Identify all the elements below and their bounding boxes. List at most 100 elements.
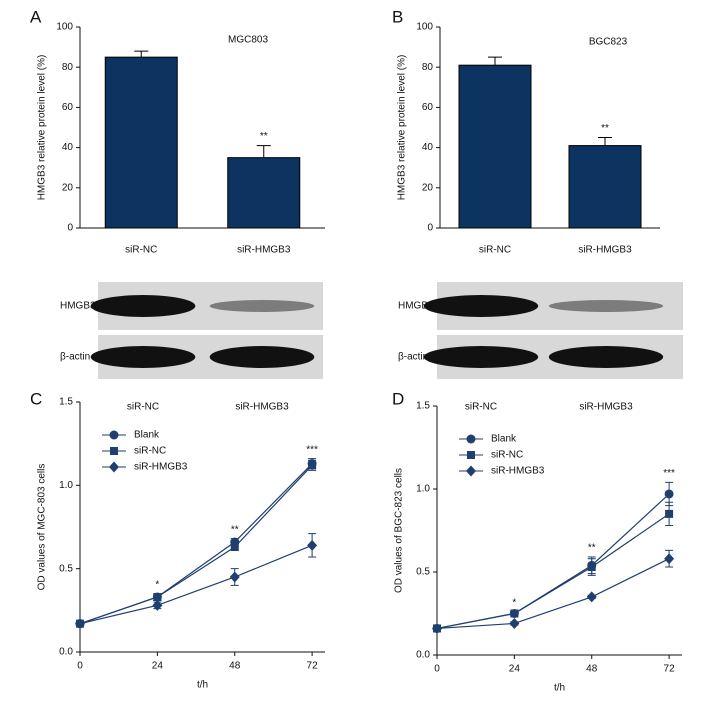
blot-lane-label: siR-NC xyxy=(465,402,497,413)
y-tick-label: 40 xyxy=(62,142,74,153)
y-tick-label: 60 xyxy=(62,102,74,113)
panel-label: C xyxy=(30,389,42,408)
y-tick-label: 100 xyxy=(416,22,433,33)
blot-band xyxy=(209,300,315,312)
data-point xyxy=(229,571,240,583)
error-bar xyxy=(488,56,502,66)
y-axis-label: OD values of BGC-823 cells xyxy=(394,468,405,593)
data-point xyxy=(153,593,162,601)
blot-row-label: HMGB3 xyxy=(60,301,96,312)
y-axis-label: HMGB3 relative protein level (%) xyxy=(397,55,408,201)
y-tick-label: 1.0 xyxy=(59,480,73,491)
y-tick-label: 1.0 xyxy=(416,484,430,495)
series-line xyxy=(79,464,313,625)
y-tick-label: 0.5 xyxy=(416,567,430,578)
x-tick-label: siR-HMGB3 xyxy=(237,245,291,256)
x-axis-label: t/h xyxy=(554,683,565,694)
bar xyxy=(227,157,301,229)
significance: * xyxy=(512,597,516,608)
bar xyxy=(458,64,532,229)
legend-label: siR-HMGB3 xyxy=(134,462,188,473)
y-tick-label: 80 xyxy=(62,62,74,73)
legend-label: siR-NC xyxy=(134,446,166,457)
significance: *** xyxy=(306,444,318,455)
x-tick-label: 48 xyxy=(586,664,598,675)
legend-marker xyxy=(467,451,475,459)
x-tick-label: 48 xyxy=(229,661,241,672)
y-tick-label: 80 xyxy=(422,62,434,73)
x-tick-label: 24 xyxy=(152,661,164,672)
y-tick-label: 20 xyxy=(62,182,74,193)
x-axis-label: t/h xyxy=(197,680,208,691)
y-tick-label: 1.5 xyxy=(59,397,73,408)
blot-lane-label: siR-HMGB3 xyxy=(235,402,289,413)
data-point xyxy=(308,461,317,470)
blot-row-label: HMGB3 xyxy=(398,301,434,312)
x-tick-label: 72 xyxy=(664,664,676,675)
blot-band xyxy=(209,346,315,368)
data-point xyxy=(510,609,519,618)
data-point xyxy=(230,543,239,551)
data-point xyxy=(587,563,596,572)
panel-label: B xyxy=(392,7,403,26)
blot-band xyxy=(423,295,539,317)
legend-label: Blank xyxy=(491,434,517,445)
x-tick-label: 72 xyxy=(307,661,319,672)
chart-title: MGC803 xyxy=(228,35,268,46)
significance: ** xyxy=(260,131,268,142)
y-tick-label: 40 xyxy=(422,142,434,153)
series-line xyxy=(79,463,313,625)
y-tick-label: 0.0 xyxy=(416,650,430,661)
data-point xyxy=(664,553,675,565)
blot-lane-label: siR-HMGB3 xyxy=(579,402,633,413)
data-point xyxy=(307,539,318,551)
x-tick-label: 0 xyxy=(77,661,83,672)
error-bar xyxy=(256,145,271,158)
data-point xyxy=(664,489,674,499)
legend-label: siR-NC xyxy=(491,450,523,461)
legend-marker xyxy=(109,461,119,473)
data-point xyxy=(432,622,442,634)
blot-lane-label: siR-NC xyxy=(127,402,159,413)
significance: *** xyxy=(663,468,675,479)
legend-label: siR-HMGB3 xyxy=(491,466,545,477)
significance: ** xyxy=(588,543,596,554)
x-tick-label: siR-HMGB3 xyxy=(578,245,632,256)
blot-row-label: β-actin xyxy=(398,352,428,363)
data-point xyxy=(152,599,163,611)
blot-band xyxy=(90,346,196,368)
blot-band xyxy=(548,300,664,312)
blot-row-label: β-actin xyxy=(60,352,90,363)
panel-label: D xyxy=(392,389,404,408)
y-axis-label: HMGB3 relative protein level (%) xyxy=(37,55,48,201)
significance: * xyxy=(155,579,159,590)
panel-label: A xyxy=(30,7,42,26)
data-point xyxy=(75,618,85,630)
series-line xyxy=(436,558,670,630)
significance: ** xyxy=(231,524,239,535)
blot-band xyxy=(423,346,539,368)
error-bar xyxy=(598,137,612,146)
legend-marker xyxy=(109,430,119,440)
error-bar xyxy=(134,50,149,58)
significance: ** xyxy=(601,123,609,134)
blot-band xyxy=(548,346,664,368)
x-tick-label: siR-NC xyxy=(479,245,511,256)
y-tick-label: 0 xyxy=(427,223,433,234)
legend-marker xyxy=(466,465,476,477)
data-point xyxy=(586,591,597,603)
y-axis-label: OD values of MGC-803 cells xyxy=(37,464,48,591)
series-line xyxy=(436,493,670,630)
data-point xyxy=(509,617,520,629)
bar xyxy=(104,56,178,229)
chart-title: BGC823 xyxy=(589,37,628,48)
y-tick-label: 60 xyxy=(422,102,434,113)
x-tick-label: 0 xyxy=(434,664,440,675)
y-tick-label: 0.5 xyxy=(59,563,73,574)
blot-band xyxy=(90,295,196,317)
y-tick-label: 20 xyxy=(422,182,434,193)
legend-marker xyxy=(110,447,118,455)
y-tick-label: 1.5 xyxy=(416,401,430,412)
data-point xyxy=(665,509,674,518)
